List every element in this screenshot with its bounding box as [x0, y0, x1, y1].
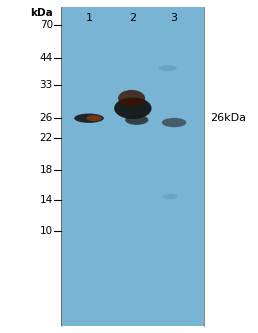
Ellipse shape — [74, 114, 104, 123]
Text: 14: 14 — [40, 195, 53, 205]
Ellipse shape — [86, 115, 102, 121]
Ellipse shape — [162, 118, 186, 127]
Bar — [61, 7, 204, 326]
Ellipse shape — [163, 194, 178, 199]
Text: 70: 70 — [40, 20, 53, 30]
Text: 10: 10 — [40, 226, 53, 236]
Text: 1: 1 — [85, 13, 93, 23]
Ellipse shape — [118, 90, 145, 107]
Text: 22: 22 — [40, 133, 53, 143]
Text: 2: 2 — [129, 13, 136, 23]
Text: kDa: kDa — [30, 8, 53, 18]
Ellipse shape — [159, 65, 177, 71]
Text: 3: 3 — [171, 13, 178, 23]
Ellipse shape — [125, 115, 148, 125]
Text: 26: 26 — [40, 113, 53, 123]
Text: 26kDa: 26kDa — [210, 113, 246, 123]
Text: 33: 33 — [40, 80, 53, 90]
Text: 44: 44 — [40, 53, 53, 63]
Text: 18: 18 — [40, 165, 53, 175]
Ellipse shape — [114, 97, 151, 119]
